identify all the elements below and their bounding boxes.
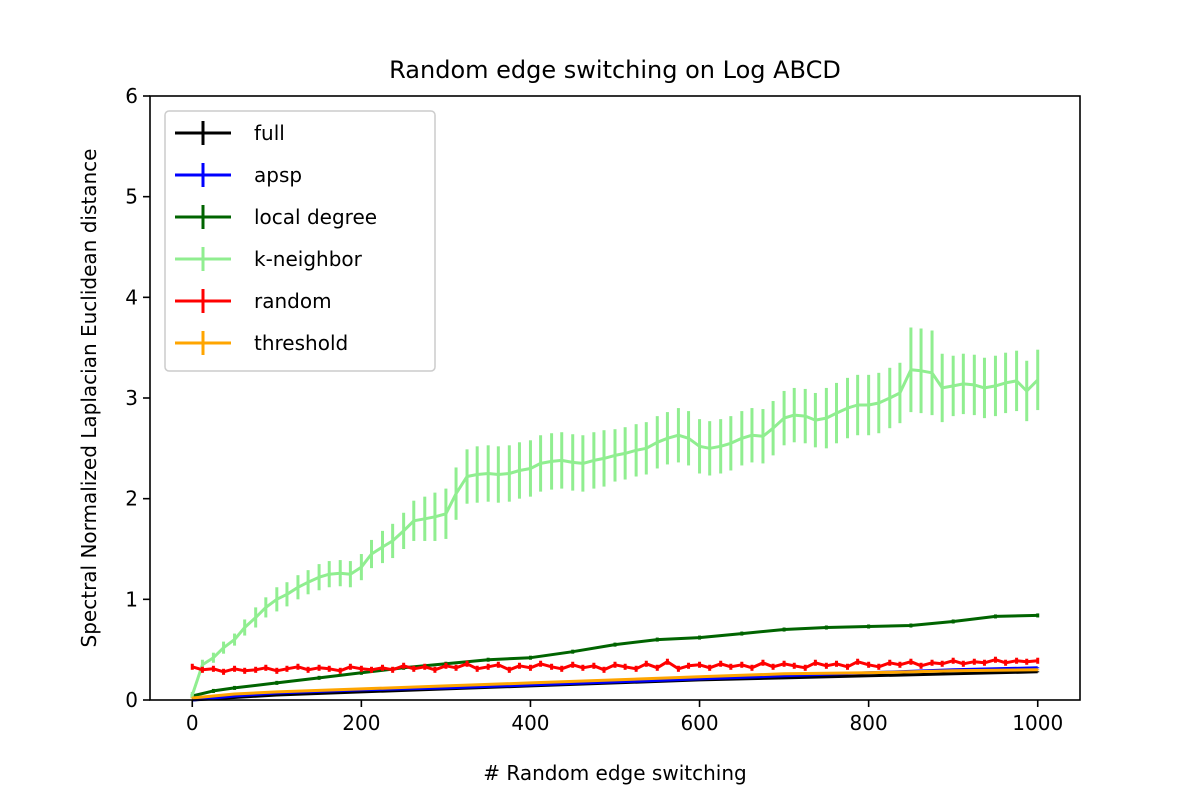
series-line	[191, 658, 1038, 674]
series-line	[190, 368, 1039, 696]
axes-layer: 0 200 400 600 800 1000 0 1 2 3 4 5 6	[125, 84, 1081, 735]
y-tick-label: 4	[125, 285, 138, 309]
series-line	[191, 613, 1038, 698]
legend-item: random	[175, 289, 332, 313]
x-axis-label: # Random edge switching	[483, 761, 746, 785]
x-tick-label: 1000	[1012, 711, 1063, 735]
series-layer	[190, 327, 1040, 702]
legend-item: apsp	[175, 163, 302, 187]
y-tick-label: 5	[125, 185, 138, 209]
x-tick-label: 400	[511, 711, 549, 735]
x-tick-label: 600	[680, 711, 718, 735]
legend-box	[164, 110, 436, 372]
legend-label: threshold	[254, 331, 348, 355]
legend-label: local degree	[254, 205, 377, 229]
legend-label: k-neighbor	[254, 247, 363, 271]
y-tick-label: 0	[125, 688, 138, 712]
legend-label: full	[254, 121, 285, 145]
series-threshold	[190, 668, 1040, 700]
legend: full apsp local degree k-neighbor random thre…	[164, 110, 436, 372]
series-random	[190, 656, 1040, 675]
chart-title: Random edge switching on Log ABCD	[389, 56, 841, 84]
legend-item: k-neighbor	[175, 247, 363, 271]
y-tick-label: 6	[125, 84, 138, 108]
legend-label: random	[254, 289, 332, 313]
legend-item: local degree	[175, 205, 377, 229]
y-tick-label: 1	[125, 587, 138, 611]
y-tick-label: 3	[125, 386, 138, 410]
legend-label: apsp	[254, 163, 302, 187]
legend-item: threshold	[175, 331, 348, 355]
x-tick-label: 800	[850, 711, 888, 735]
series-k-neighbor	[190, 327, 1040, 698]
x-tick-label: 0	[186, 711, 199, 735]
legend-item: full	[175, 121, 285, 145]
y-tick-label: 2	[125, 487, 138, 511]
x-tick-label: 200	[342, 711, 380, 735]
series-line	[192, 668, 1038, 700]
y-axis-label: Spectral Normalized Laplacian Euclidean …	[77, 149, 101, 648]
